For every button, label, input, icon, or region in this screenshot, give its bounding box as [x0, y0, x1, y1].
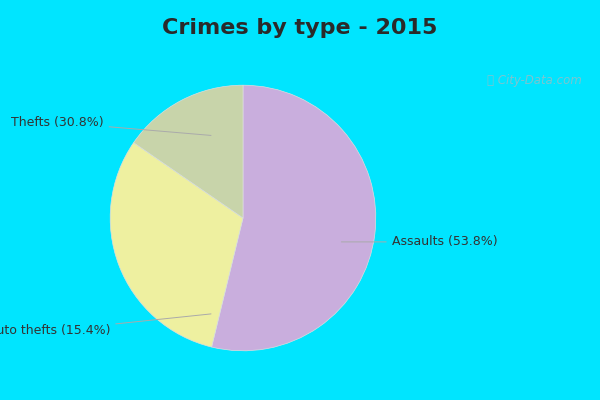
Text: Crimes by type - 2015: Crimes by type - 2015	[163, 18, 437, 38]
Text: Assaults (53.8%): Assaults (53.8%)	[341, 236, 497, 248]
Text: Thefts (30.8%): Thefts (30.8%)	[11, 116, 211, 136]
Wedge shape	[212, 85, 376, 351]
Wedge shape	[134, 85, 243, 218]
Text: Auto thefts (15.4%): Auto thefts (15.4%)	[0, 314, 211, 337]
Wedge shape	[110, 143, 243, 347]
Text: ⓘ City-Data.com: ⓘ City-Data.com	[487, 74, 582, 87]
